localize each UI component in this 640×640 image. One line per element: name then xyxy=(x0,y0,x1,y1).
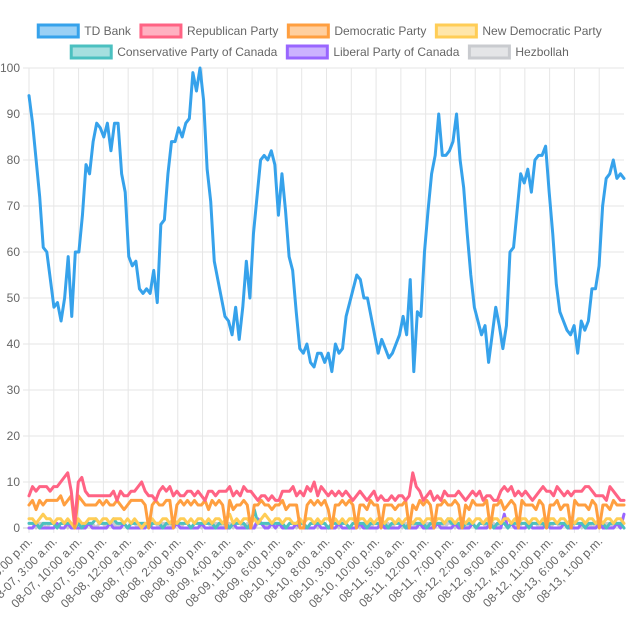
legend-label: Democratic Party xyxy=(334,24,426,38)
legend-swatch xyxy=(467,44,511,60)
y-tick-label: 10 xyxy=(7,475,21,489)
y-tick-label: 0 xyxy=(13,521,20,535)
series-line-republican-party[interactable] xyxy=(27,471,626,525)
legend-item-liberal-party-of-canada[interactable]: Liberal Party of Canada xyxy=(285,44,460,60)
legend-item-republican-party[interactable]: Republican Party xyxy=(139,23,278,39)
legend-label: New Democratic Party xyxy=(482,24,601,38)
legend-item-hezbollah[interactable]: Hezbollah xyxy=(467,44,569,60)
legend-item-td-bank[interactable]: TD Bank xyxy=(36,23,132,39)
legend-swatch xyxy=(139,23,183,39)
legend-swatch xyxy=(434,23,478,39)
legend-label: Conservative Party of Canada xyxy=(117,45,277,59)
legend-label: Hezbollah xyxy=(515,45,568,59)
y-axis: 0 10 20 30 40 50 60 70 80 90 100 xyxy=(0,61,20,535)
y-tick-label: 80 xyxy=(7,153,21,167)
y-tick-label: 100 xyxy=(0,61,20,75)
legend[interactable]: TD Bank Republican Party Democratic Party N… xyxy=(36,23,602,60)
y-tick-label: 60 xyxy=(7,245,21,259)
x-axis: 08-06, 8:00 p.m.08-07, 3:00 a.m.08-07, 1… xyxy=(0,534,605,610)
series-line-new-democratic-party[interactable] xyxy=(27,512,626,530)
series-layer xyxy=(27,66,626,530)
legend-swatch xyxy=(69,44,113,60)
series-line-democratic-party[interactable] xyxy=(27,494,626,530)
legend-swatch xyxy=(285,44,329,60)
legend-swatch xyxy=(286,23,330,39)
legend-item-democratic-party[interactable]: Democratic Party xyxy=(286,23,426,39)
legend-swatch xyxy=(36,23,80,39)
legend-item-conservative-party-of-canada[interactable]: Conservative Party of Canada xyxy=(69,44,278,60)
legend-label: TD Bank xyxy=(84,24,132,38)
series-line-conservative-party-of-canada[interactable] xyxy=(27,508,626,530)
y-tick-label: 30 xyxy=(7,383,21,397)
y-tick-label: 90 xyxy=(7,107,21,121)
legend-label: Liberal Party of Canada xyxy=(333,45,459,59)
y-tick-label: 50 xyxy=(7,291,21,305)
y-tick-label: 70 xyxy=(7,199,21,213)
series-line-td-bank[interactable] xyxy=(27,66,626,374)
legend-label: Republican Party xyxy=(187,24,278,38)
y-tick-label: 40 xyxy=(7,337,21,351)
legend-item-new-democratic-party[interactable]: New Democratic Party xyxy=(434,23,602,39)
y-tick-label: 20 xyxy=(7,429,21,443)
